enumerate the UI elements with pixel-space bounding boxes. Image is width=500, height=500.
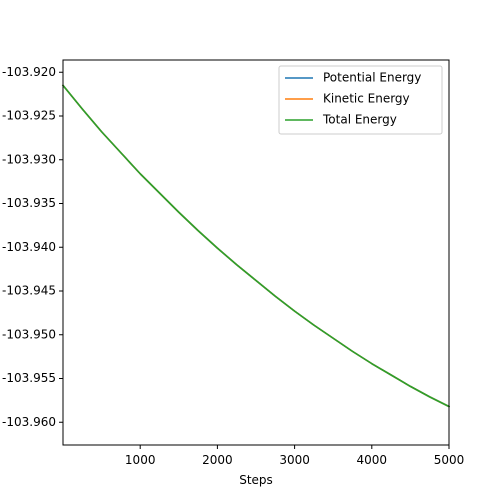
x-axis-label: Steps	[239, 473, 273, 487]
y-tick-label: -103.935	[2, 196, 56, 210]
legend-label-0: Potential Energy	[323, 71, 421, 85]
y-tick-label: -103.945	[2, 284, 56, 298]
y-tick-label: -103.930	[2, 152, 56, 166]
series-layer	[61, 84, 451, 408]
y-tick-label: -103.925	[2, 109, 56, 123]
series-line-2	[61, 84, 451, 408]
legend-box	[278, 65, 443, 135]
y-tick-label: -103.940	[2, 240, 56, 254]
x-axis: 1000 2000 3000 4000 5000	[125, 445, 464, 467]
y-axis: -103.920 -103.925 -103.930 -103.935 -103.940…	[2, 65, 63, 429]
legend: Potential Energy Kinetic Energy Total Ener…	[278, 65, 443, 135]
plot-frame	[62, 59, 450, 446]
x-tick-label: 1000	[125, 453, 156, 467]
x-tick-label: 2000	[202, 453, 233, 467]
x-tick-label: 5000	[434, 453, 465, 467]
y-tick-label: -103.920	[2, 65, 56, 79]
y-tick-label: -103.955	[2, 371, 56, 385]
y-tick-label: -103.950	[2, 327, 56, 341]
legend-label-1: Kinetic Energy	[323, 92, 410, 106]
x-tick-label: 3000	[279, 453, 310, 467]
legend-label-2: Total Energy	[322, 113, 397, 127]
y-tick-label: -103.960	[2, 415, 56, 429]
x-tick-label: 4000	[357, 453, 388, 467]
